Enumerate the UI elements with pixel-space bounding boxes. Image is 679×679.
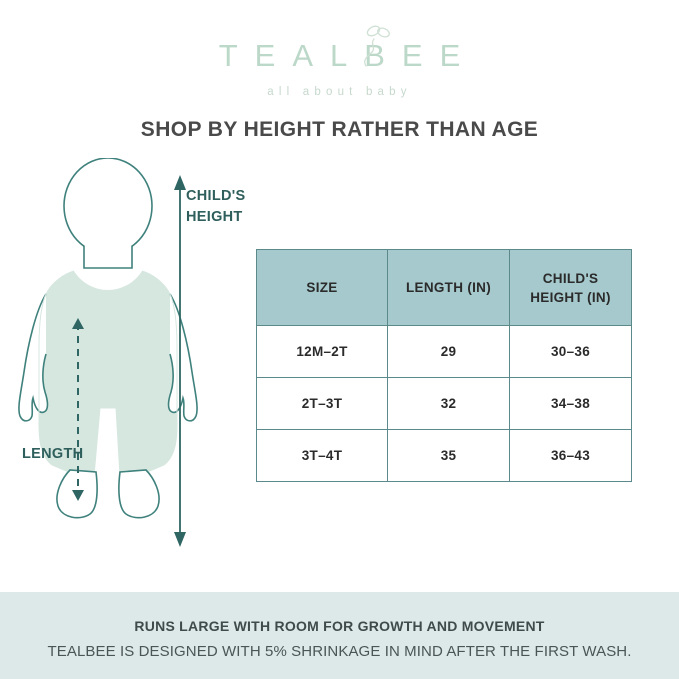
cell-height: 36–43 [509, 429, 632, 482]
table-row: 12M–2T 29 30–36 [256, 325, 632, 378]
size-chart-table: SIZE LENGTH (IN) CHILD'S HEIGHT (IN) 12M… [256, 249, 632, 482]
brand-logo: TEALBEE all about baby [0, 25, 679, 98]
column-header-size-line1: SIZE [306, 280, 338, 295]
brand-name: TEALBEE [202, 25, 478, 74]
childs-height-label-line1: CHILD'S [186, 188, 246, 204]
footer-headline: RUNS LARGE WITH ROOM FOR GROWTH AND MOVE… [134, 618, 545, 634]
childs-height-label-line2: HEIGHT [186, 209, 243, 225]
baby-illustration [8, 158, 258, 578]
cell-height: 34–38 [509, 377, 632, 430]
table-row: 3T–4T 35 36–43 [256, 429, 632, 482]
column-header-length: LENGTH (IN) [387, 249, 510, 326]
column-header-height-line2: HEIGHT (IN) [530, 289, 611, 305]
column-header-length-line1: LENGTH (IN) [405, 280, 492, 295]
cell-length: 29 [387, 325, 510, 378]
length-measure-arrow [72, 318, 84, 501]
baby-body-outline [63, 158, 153, 269]
cell-length: 32 [387, 377, 510, 430]
cell-size: 3T–4T [256, 429, 388, 482]
cell-length: 35 [387, 429, 510, 482]
column-header-size: SIZE [256, 249, 388, 326]
baby-feet [56, 469, 160, 519]
footer-subtext: TEALBEE IS DESIGNED WITH 5% SHRINKAGE IN… [47, 643, 632, 660]
child-height-measure-arrow [174, 175, 186, 547]
cell-height: 30–36 [509, 325, 632, 378]
table-header-row: SIZE LENGTH (IN) CHILD'S HEIGHT (IN) [256, 249, 632, 326]
brand-tagline: all about baby [267, 86, 412, 98]
length-label: LENGTH [22, 446, 84, 462]
childs-height-label: CHILD'S HEIGHT [186, 186, 246, 228]
column-header-childs-height: CHILD'S HEIGHT (IN) [509, 249, 632, 326]
size-chart-table-wrap: SIZE LENGTH (IN) CHILD'S HEIGHT (IN) 12M… [256, 249, 632, 482]
brand-name-text: TEALBEE [218, 38, 478, 73]
cell-size: 2T–3T [256, 377, 388, 430]
page-title: SHOP BY HEIGHT RATHER THAN AGE [140, 118, 539, 141]
baby-arms [18, 293, 198, 422]
garment-shape [39, 271, 177, 476]
footer-banner: RUNS LARGE WITH ROOM FOR GROWTH AND MOVE… [0, 592, 679, 679]
cell-size: 12M–2T [256, 325, 388, 378]
table-row: 2T–3T 32 34–38 [256, 377, 632, 430]
column-header-height-line1: CHILD'S [542, 270, 599, 286]
